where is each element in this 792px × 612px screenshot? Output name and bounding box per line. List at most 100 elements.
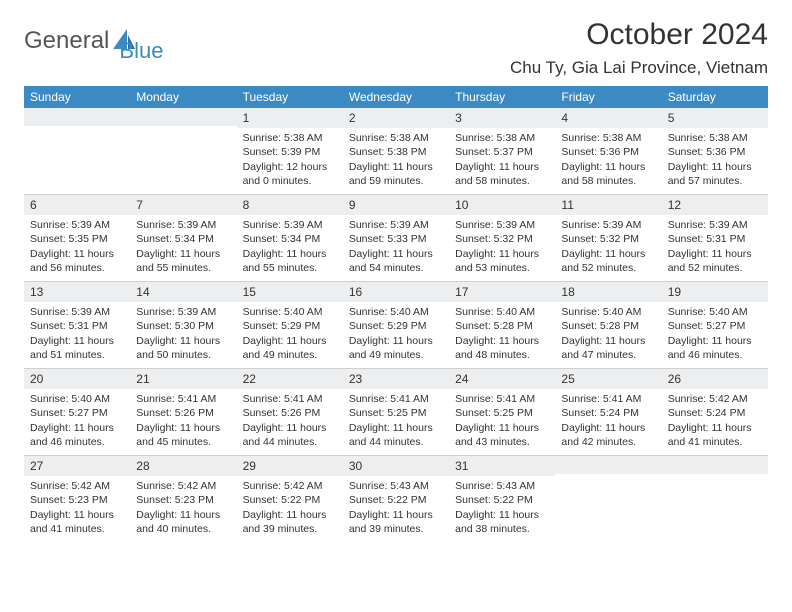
day-cell: 15Sunrise: 5:40 AMSunset: 5:29 PMDayligh… [237, 282, 343, 368]
day-cell [662, 456, 768, 542]
day-cell: 26Sunrise: 5:42 AMSunset: 5:24 PMDayligh… [662, 369, 768, 455]
day-number: 5 [662, 108, 768, 128]
day-cell: 4Sunrise: 5:38 AMSunset: 5:36 PMDaylight… [555, 108, 661, 194]
weekday-header: Friday [555, 86, 661, 108]
day-body: Sunrise: 5:38 AMSunset: 5:37 PMDaylight:… [449, 128, 555, 194]
sunrise-text: Sunrise: 5:39 AM [30, 218, 124, 232]
day-number: 15 [237, 282, 343, 302]
sunrise-text: Sunrise: 5:38 AM [349, 131, 443, 145]
day-cell: 16Sunrise: 5:40 AMSunset: 5:29 PMDayligh… [343, 282, 449, 368]
day-cell: 10Sunrise: 5:39 AMSunset: 5:32 PMDayligh… [449, 195, 555, 281]
sunset-text: Sunset: 5:34 PM [243, 232, 337, 246]
day-number [555, 456, 661, 474]
day-body: Sunrise: 5:41 AMSunset: 5:25 PMDaylight:… [343, 389, 449, 455]
day-body: Sunrise: 5:38 AMSunset: 5:39 PMDaylight:… [237, 128, 343, 194]
day-body: Sunrise: 5:41 AMSunset: 5:25 PMDaylight:… [449, 389, 555, 455]
day-body: Sunrise: 5:39 AMSunset: 5:35 PMDaylight:… [24, 215, 130, 281]
daylight-text: Daylight: 11 hours and 52 minutes. [668, 247, 762, 275]
daylight-text: Daylight: 11 hours and 58 minutes. [455, 160, 549, 188]
day-body: Sunrise: 5:41 AMSunset: 5:26 PMDaylight:… [130, 389, 236, 455]
sunset-text: Sunset: 5:22 PM [349, 493, 443, 507]
sunrise-text: Sunrise: 5:40 AM [349, 305, 443, 319]
sunrise-text: Sunrise: 5:39 AM [243, 218, 337, 232]
daylight-text: Daylight: 11 hours and 54 minutes. [349, 247, 443, 275]
sunrise-text: Sunrise: 5:43 AM [455, 479, 549, 493]
day-cell: 3Sunrise: 5:38 AMSunset: 5:37 PMDaylight… [449, 108, 555, 194]
day-number: 31 [449, 456, 555, 476]
sunset-text: Sunset: 5:27 PM [668, 319, 762, 333]
day-cell [24, 108, 130, 194]
day-cell: 21Sunrise: 5:41 AMSunset: 5:26 PMDayligh… [130, 369, 236, 455]
day-number: 24 [449, 369, 555, 389]
day-body: Sunrise: 5:42 AMSunset: 5:24 PMDaylight:… [662, 389, 768, 455]
sunrise-text: Sunrise: 5:41 AM [561, 392, 655, 406]
day-number: 29 [237, 456, 343, 476]
day-body: Sunrise: 5:39 AMSunset: 5:30 PMDaylight:… [130, 302, 236, 368]
sunrise-text: Sunrise: 5:38 AM [668, 131, 762, 145]
day-number: 28 [130, 456, 236, 476]
day-body: Sunrise: 5:42 AMSunset: 5:22 PMDaylight:… [237, 476, 343, 542]
day-number: 12 [662, 195, 768, 215]
daylight-text: Daylight: 11 hours and 49 minutes. [349, 334, 443, 362]
sunrise-text: Sunrise: 5:43 AM [349, 479, 443, 493]
sunrise-text: Sunrise: 5:40 AM [455, 305, 549, 319]
sunset-text: Sunset: 5:39 PM [243, 145, 337, 159]
daylight-text: Daylight: 11 hours and 55 minutes. [243, 247, 337, 275]
location: Chu Ty, Gia Lai Province, Vietnam [510, 58, 768, 78]
weekday-header-row: SundayMondayTuesdayWednesdayThursdayFrid… [24, 86, 768, 108]
day-number: 8 [237, 195, 343, 215]
day-body: Sunrise: 5:42 AMSunset: 5:23 PMDaylight:… [130, 476, 236, 542]
day-body: Sunrise: 5:39 AMSunset: 5:31 PMDaylight:… [662, 215, 768, 281]
day-body: Sunrise: 5:39 AMSunset: 5:34 PMDaylight:… [130, 215, 236, 281]
sunrise-text: Sunrise: 5:39 AM [136, 305, 230, 319]
daylight-text: Daylight: 12 hours and 0 minutes. [243, 160, 337, 188]
day-cell: 9Sunrise: 5:39 AMSunset: 5:33 PMDaylight… [343, 195, 449, 281]
sunset-text: Sunset: 5:23 PM [136, 493, 230, 507]
day-number: 17 [449, 282, 555, 302]
day-body: Sunrise: 5:39 AMSunset: 5:32 PMDaylight:… [449, 215, 555, 281]
sunrise-text: Sunrise: 5:39 AM [30, 305, 124, 319]
day-number [662, 456, 768, 474]
weekday-header: Tuesday [237, 86, 343, 108]
sunrise-text: Sunrise: 5:39 AM [349, 218, 443, 232]
daylight-text: Daylight: 11 hours and 48 minutes. [455, 334, 549, 362]
day-cell [555, 456, 661, 542]
day-cell: 6Sunrise: 5:39 AMSunset: 5:35 PMDaylight… [24, 195, 130, 281]
day-cell: 18Sunrise: 5:40 AMSunset: 5:28 PMDayligh… [555, 282, 661, 368]
daylight-text: Daylight: 11 hours and 56 minutes. [30, 247, 124, 275]
day-number [24, 108, 130, 126]
week-row: 20Sunrise: 5:40 AMSunset: 5:27 PMDayligh… [24, 368, 768, 455]
day-body: Sunrise: 5:42 AMSunset: 5:23 PMDaylight:… [24, 476, 130, 542]
day-body: Sunrise: 5:41 AMSunset: 5:26 PMDaylight:… [237, 389, 343, 455]
day-cell: 1Sunrise: 5:38 AMSunset: 5:39 PMDaylight… [237, 108, 343, 194]
day-cell: 5Sunrise: 5:38 AMSunset: 5:36 PMDaylight… [662, 108, 768, 194]
daylight-text: Daylight: 11 hours and 51 minutes. [30, 334, 124, 362]
day-number: 3 [449, 108, 555, 128]
sunset-text: Sunset: 5:31 PM [668, 232, 762, 246]
calendar-weeks: 1Sunrise: 5:38 AMSunset: 5:39 PMDaylight… [24, 108, 768, 542]
day-body: Sunrise: 5:41 AMSunset: 5:24 PMDaylight:… [555, 389, 661, 455]
day-number: 6 [24, 195, 130, 215]
day-number: 16 [343, 282, 449, 302]
daylight-text: Daylight: 11 hours and 39 minutes. [349, 508, 443, 536]
day-body: Sunrise: 5:38 AMSunset: 5:36 PMDaylight:… [662, 128, 768, 194]
sunset-text: Sunset: 5:29 PM [243, 319, 337, 333]
daylight-text: Daylight: 11 hours and 58 minutes. [561, 160, 655, 188]
day-body: Sunrise: 5:39 AMSunset: 5:32 PMDaylight:… [555, 215, 661, 281]
sunset-text: Sunset: 5:28 PM [455, 319, 549, 333]
title-block: October 2024 Chu Ty, Gia Lai Province, V… [510, 18, 768, 78]
sunrise-text: Sunrise: 5:40 AM [243, 305, 337, 319]
day-body: Sunrise: 5:39 AMSunset: 5:34 PMDaylight:… [237, 215, 343, 281]
day-cell: 27Sunrise: 5:42 AMSunset: 5:23 PMDayligh… [24, 456, 130, 542]
daylight-text: Daylight: 11 hours and 41 minutes. [30, 508, 124, 536]
day-cell: 7Sunrise: 5:39 AMSunset: 5:34 PMDaylight… [130, 195, 236, 281]
daylight-text: Daylight: 11 hours and 45 minutes. [136, 421, 230, 449]
day-number: 30 [343, 456, 449, 476]
weekday-header: Monday [130, 86, 236, 108]
weekday-header: Sunday [24, 86, 130, 108]
daylight-text: Daylight: 11 hours and 40 minutes. [136, 508, 230, 536]
sunrise-text: Sunrise: 5:42 AM [136, 479, 230, 493]
day-body: Sunrise: 5:43 AMSunset: 5:22 PMDaylight:… [343, 476, 449, 542]
daylight-text: Daylight: 11 hours and 46 minutes. [668, 334, 762, 362]
sunset-text: Sunset: 5:30 PM [136, 319, 230, 333]
